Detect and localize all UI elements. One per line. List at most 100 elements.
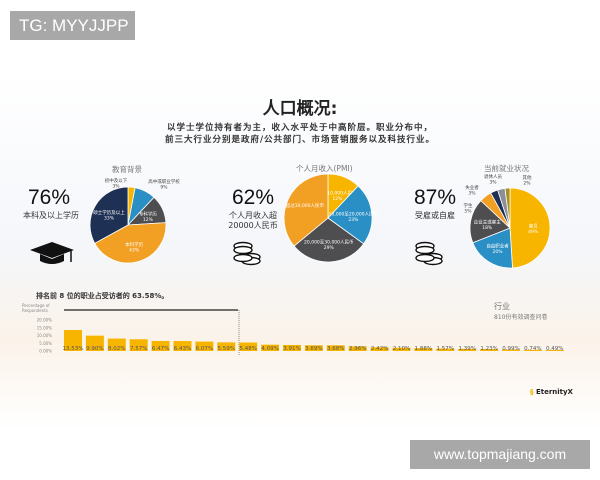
bar: [545, 350, 564, 351]
stat-value: 76%: [28, 186, 71, 209]
bar-value-label: 0.99%: [502, 346, 519, 352]
stat-label: 本科及以上学历: [23, 211, 79, 220]
bar: [173, 341, 192, 351]
pie-label: 高中或职业学校: [148, 178, 180, 185]
pie-label: 低于10,000人民币: [318, 189, 357, 196]
stat-value: 87%: [414, 186, 457, 209]
pie-label: 10,000至20,000人民币: [329, 211, 379, 218]
bar: [348, 346, 367, 351]
bar-value-label: 2.10%: [393, 346, 410, 352]
y-tick-label: 20.00%: [37, 318, 52, 323]
pie-value: 12%: [143, 217, 154, 223]
pie-label: 其他: [523, 174, 532, 181]
pie-label: 自由职业者: [486, 243, 509, 250]
bar: [151, 340, 170, 351]
bar-value-label: 9.90%: [86, 346, 103, 352]
bar-value-label: 6.07%: [196, 346, 213, 352]
pie-value: 2%: [523, 181, 531, 187]
bar-value-label: 3.91%: [283, 346, 300, 352]
pie-value: 29%: [324, 245, 335, 251]
bar-value-label: 0.49%: [546, 346, 563, 352]
bar-value-label: 5.48%: [239, 346, 256, 352]
bar: [480, 349, 499, 351]
pie-label: 失业者: [465, 184, 479, 191]
pie-slice: [472, 227, 513, 269]
bar: [458, 348, 477, 351]
coins-icon: [415, 241, 443, 266]
bar-value-label: 3.68%: [327, 346, 344, 352]
bar: [326, 345, 345, 351]
pie-label: 学生: [464, 202, 473, 209]
pie-title: 教育背景: [112, 165, 142, 174]
bar-value-label: 7.57%: [130, 346, 147, 352]
pie-value: 3%: [112, 184, 120, 190]
pie-slice: [94, 222, 167, 264]
y-tick-label: 0.00%: [39, 349, 52, 354]
stat-label: 受雇或自雇: [415, 211, 455, 220]
pie-value: 5%: [464, 209, 472, 215]
pie-label: 退休人员: [484, 173, 502, 180]
stat-value: 62%: [232, 186, 275, 209]
bar: [64, 330, 82, 351]
watermark-bottom: www.topmajiang.com: [410, 440, 590, 469]
pie-label: 雇员: [529, 222, 538, 229]
bar-value-label: 5.59%: [218, 346, 235, 352]
bar-value-label: 6.43%: [174, 346, 191, 352]
pie-charts: 初中及以下3%高中或职业学校9%专科学历12%本科学历43%硕士学历及以上33%…: [89, 173, 551, 269]
bar-value-label: 3.69%: [305, 346, 322, 352]
pie-value: 3%: [468, 191, 476, 197]
bar-value-label: 4.09%: [261, 346, 278, 352]
bar-value-label: 1.88%: [415, 346, 432, 352]
bar: [239, 342, 258, 351]
bar-chart: 20.00% 15.00% 10.00% 5.00% 0.00% 13.53% 9.90% 8…: [37, 309, 564, 355]
brand-name: EternityX: [535, 388, 573, 396]
bar-value-label: 0.74%: [524, 346, 541, 352]
bar: [502, 349, 520, 351]
pie-value: 9%: [160, 185, 168, 191]
bar: [436, 348, 455, 351]
subtitle-line: 以学士学位持有者为主，收入水平处于中高阶层。职业分布中，: [166, 123, 433, 133]
bar-title: 排名前 8 位的职业占受访者的 63.58%。: [36, 292, 169, 300]
pie-label: 专科学历: [139, 211, 157, 218]
pie-footnote: 810份有效调查问卷: [494, 314, 548, 321]
pie-value: 23%: [348, 217, 359, 223]
bar: [414, 348, 433, 351]
bar-value-label: 2.42%: [371, 346, 388, 352]
bar-ylabel: Percentage of Respondents: [22, 303, 50, 313]
pie-title: 个人月收入(PMI): [296, 164, 353, 173]
pie-label: 企业主或雇主: [474, 219, 501, 226]
bar-value-label: 2.96%: [349, 346, 366, 352]
pie-label: 硕士学历及以上: [93, 209, 125, 216]
pie-title: 当前就业状况: [484, 164, 529, 173]
pie-label: 超过30,000人民币: [286, 202, 325, 209]
bar-value-label: 8.02%: [108, 346, 125, 352]
pie-slice: [504, 187, 511, 229]
bar-value-label: 1.39%: [458, 346, 475, 352]
bar: [523, 349, 542, 351]
pie-slice: [509, 187, 551, 269]
bar-value-label: 1.57%: [437, 346, 454, 352]
stat-label: 个人月收入超20000人民币: [228, 211, 278, 230]
pie-value: 20%: [493, 249, 504, 255]
pie-label: 初中及以下: [105, 177, 128, 184]
pie-slice: [293, 217, 365, 263]
bar: [85, 335, 104, 351]
y-tick-label: 5.00%: [39, 341, 52, 346]
pie-value: 3%: [489, 180, 497, 186]
pie-value: 43%: [129, 248, 140, 254]
bar: [392, 347, 411, 351]
bar: [107, 338, 126, 351]
bar: [261, 344, 280, 351]
brand-logo: § EternityX: [530, 388, 573, 396]
brand-icon: §: [530, 388, 534, 396]
pie-value: 49%: [528, 229, 539, 235]
bar-value-label: 6.47%: [152, 346, 169, 352]
watermark-top: TG: MYYJJPP: [10, 11, 135, 40]
bar-value-label: 13.53%: [63, 346, 84, 352]
bar: [217, 342, 236, 351]
y-tick-label: 15.00%: [37, 325, 52, 330]
y-tick-label: 10.00%: [37, 333, 52, 338]
pie-value: 33%: [104, 215, 115, 221]
pie-label: 20,000至30,000人民币: [304, 239, 354, 246]
bar: [129, 339, 148, 351]
